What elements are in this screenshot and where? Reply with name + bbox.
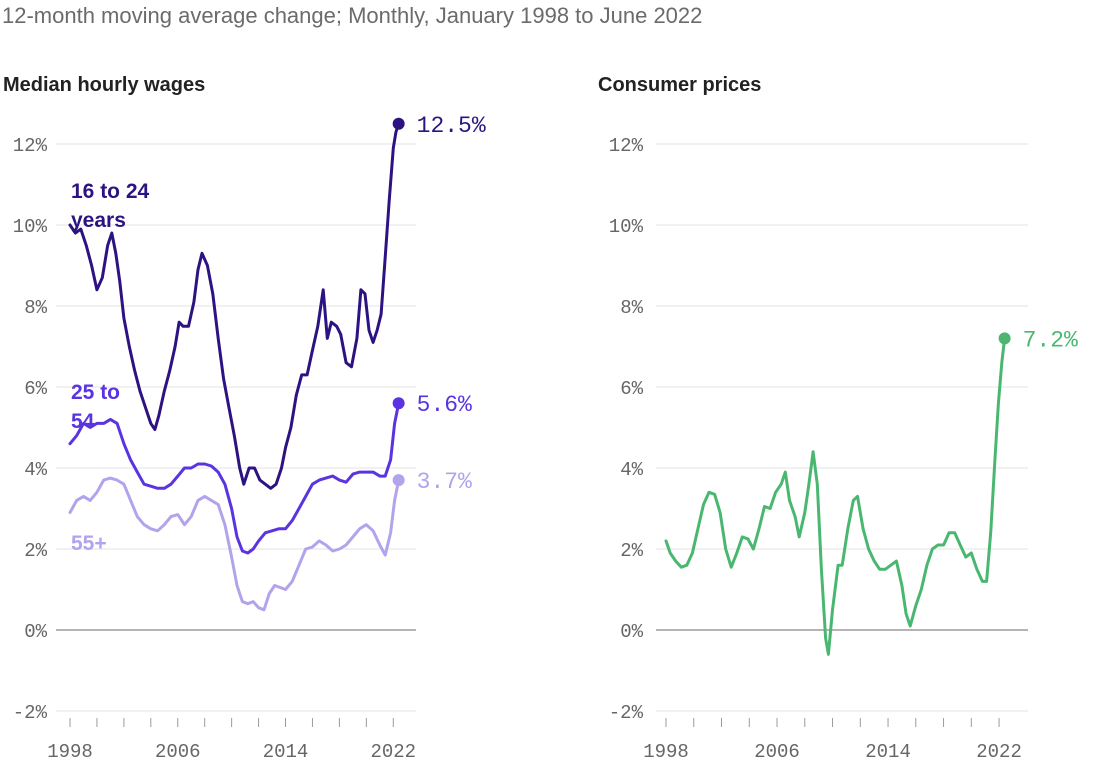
panel-title: Consumer prices [598,74,761,96]
x-tick-label: 1998 [47,741,93,763]
x-tick-label: 2006 [754,741,800,763]
y-tick-label: 4% [24,459,47,481]
series-label: 55+ [71,532,107,555]
x-tick-label: 1998 [643,741,689,763]
series-line [68,122,401,490]
x-tick-label: 2022 [976,741,1022,763]
y-tick-label: 12% [13,135,48,157]
y-tick-label: -2% [13,702,48,724]
x-tick-label: 2022 [370,741,416,763]
series-end-label: 12.5% [417,113,486,139]
series-label: 16 to 24 years [71,180,150,232]
series-label: 25 to 54 [71,381,120,433]
y-tick-label: 10% [13,216,48,238]
y-tick-label: 12% [609,135,644,157]
y-tick-label: 2% [620,540,643,562]
series-label-line: 16 to 24 [71,180,150,203]
series-end-dot [392,474,405,487]
series-end-label: 3.7% [417,469,472,495]
panel-title: Median hourly wages [3,74,205,96]
series-line [68,401,401,555]
y-tick-label: 8% [620,297,643,319]
series-end-dot [998,332,1011,345]
chart-panel-2: Consumer prices -2% 0% 2% 4% 6% 8% 10% 12% 1998 20… [598,74,1078,763]
series-end-label: 7.2% [1023,327,1078,353]
series-end-dot [392,117,405,130]
y-tick-label: 2% [24,540,47,562]
series-line [68,476,401,612]
y-tick-label: 6% [24,378,47,400]
y-tick-label: 6% [620,378,643,400]
series-label-line: 54 [71,410,95,433]
y-tick-label: 10% [609,216,644,238]
series-label-line: 55+ [71,532,107,555]
series-label-line: 25 to [71,381,120,404]
series-label-line: years [71,209,126,232]
chart-panel-1: Median hourly wages -2% 0% 2% 4% 6% 8% 10% 12% 19… [3,74,486,763]
x-tick-label: 2006 [155,741,201,763]
x-tick-label: 2014 [263,741,309,763]
y-tick-label: 0% [24,621,47,643]
x-tick-label: 2014 [865,741,911,763]
y-tick-label: 4% [620,459,643,481]
y-tick-label: 0% [620,621,643,643]
series-end-dot [392,397,405,410]
series-line [664,336,1007,656]
y-tick-label: -2% [609,702,644,724]
y-tick-label: 8% [24,297,47,319]
chart-subtitle: 12-month moving average change; Monthly,… [2,3,703,28]
series-end-label: 5.6% [417,392,472,418]
